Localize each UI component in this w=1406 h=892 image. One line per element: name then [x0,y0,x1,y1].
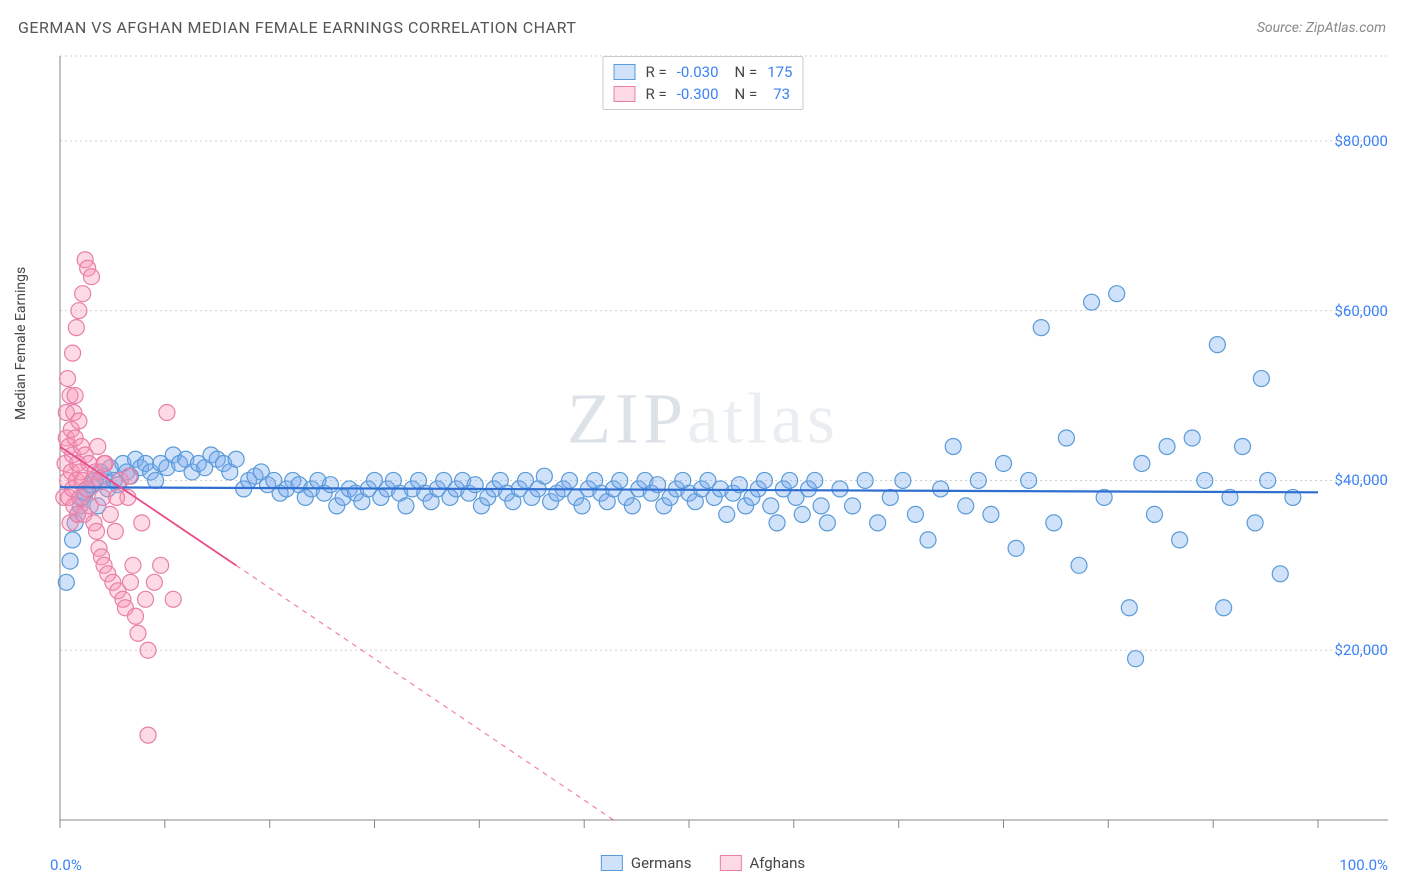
n-value-afghans: 73 [767,85,790,103]
scatter-chart-svg [18,50,1388,870]
source-attribution: Source: ZipAtlas.com [1257,20,1386,36]
n-value-germans: 175 [767,63,792,81]
x-axis-min-label: 0.0% [50,856,82,874]
r-value-germans: -0.030 [677,63,719,81]
swatch-afghans-icon [719,855,741,871]
chart-area: Median Female Earnings ZIPatlas R = -0.0… [18,50,1388,870]
legend-row-germans: R = -0.030 N = 175 [614,61,793,83]
source-name: ZipAtlas.com [1306,20,1386,36]
x-axis-max-label: 100.0% [1339,856,1388,874]
source-prefix: Source: [1257,20,1306,36]
r-label: R = [646,63,667,81]
n-label: N = [735,63,758,81]
y-axis-label: Median Female Earnings [13,267,29,420]
swatch-afghans [614,86,636,102]
legend-row-afghans: R = -0.300 N = 73 [614,83,793,105]
swatch-germans [614,64,636,80]
r-value-afghans: -0.300 [677,85,719,103]
swatch-germans-icon [601,855,623,871]
legend-item-germans: Germans [601,854,692,872]
legend-label-germans: Germans [631,854,692,872]
r-label: R = [646,85,667,103]
series-legend: Germans Afghans [601,854,805,872]
legend-item-afghans: Afghans [719,854,805,872]
correlation-legend: R = -0.030 N = 175 R = -0.300 N = 73 [603,56,804,110]
chart-title: GERMAN VS AFGHAN MEDIAN FEMALE EARNINGS … [18,18,576,37]
y-tick-label: $60,000 [1334,302,1388,320]
y-tick-label: $20,000 [1334,641,1388,659]
y-tick-label: $40,000 [1334,471,1388,489]
n-label: N = [735,85,758,103]
legend-label-afghans: Afghans [749,854,805,872]
y-tick-label: $80,000 [1334,132,1388,150]
